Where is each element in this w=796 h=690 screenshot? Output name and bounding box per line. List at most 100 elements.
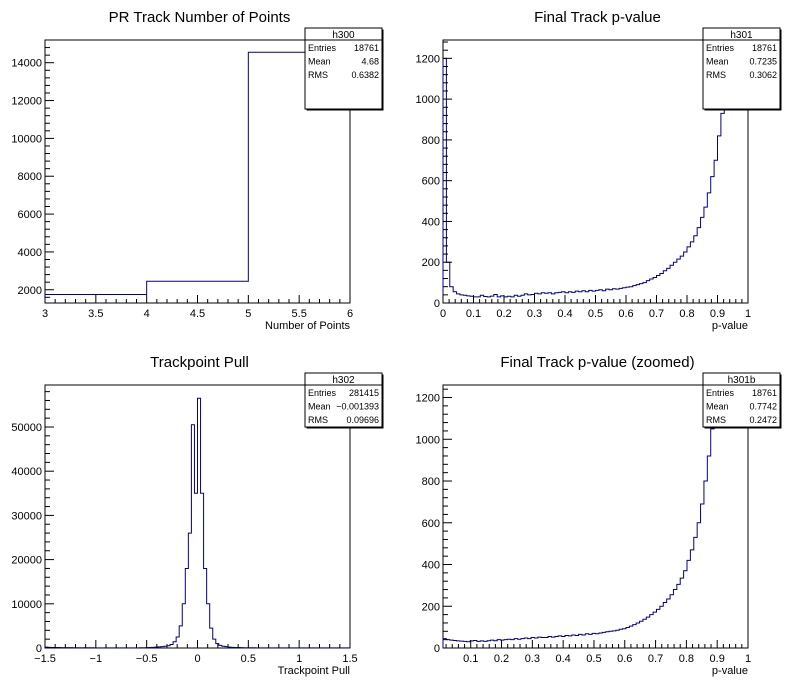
x-tick-label: 0.5: [588, 308, 603, 320]
y-tick-label: 1200: [416, 393, 440, 405]
y-tick-label: 50000: [11, 422, 42, 434]
x-tick-label: 0.4: [556, 653, 571, 665]
stats-row-label: Mean: [706, 402, 729, 412]
stats-row-label: Entries: [706, 388, 735, 398]
x-tick-label: 5: [245, 308, 251, 320]
plot-frame: [442, 39, 749, 304]
y-tick-label: 1000: [416, 94, 440, 106]
x-tick-label: −1: [90, 653, 103, 665]
y-tick-label: 8000: [18, 171, 42, 183]
x-tick-label: 6: [347, 308, 353, 320]
stats-row-label: Mean: [308, 402, 331, 412]
x-axis-label: Number of Points: [265, 320, 350, 332]
stats-row-value: 0.7235: [749, 57, 777, 67]
x-tick-label: 0: [440, 308, 446, 320]
x-axis-label: p-value: [712, 320, 748, 332]
stats-row-value: 18761: [752, 388, 777, 398]
y-tick-label: 10000: [11, 133, 42, 145]
y-tick-label: 200: [422, 257, 440, 269]
x-tick-label: 0.5: [241, 653, 256, 665]
stats-box-frame: [304, 27, 383, 110]
x-tick-label: 0.2: [494, 653, 509, 665]
x-tick-label: 0.1: [466, 308, 481, 320]
stats-row-label: RMS: [706, 70, 726, 80]
x-tick-label: 1: [296, 653, 302, 665]
y-tick-label: 0: [434, 643, 440, 655]
stats-box: h301 Entries 18761 Mean 0.7235 RMS 0.3062: [702, 27, 782, 111]
chart-title: Final Track p-value: [534, 9, 661, 26]
stats-row-value: 4.68: [361, 57, 379, 67]
histogram-line: [44, 397, 350, 649]
x-tick-label: 0.8: [679, 308, 694, 320]
stats-box-name: h302: [332, 375, 355, 386]
stats-row-value: 0.3062: [749, 70, 777, 80]
x-tick-label: 0.9: [710, 308, 725, 320]
x-tick-label: 1.5: [342, 653, 357, 665]
chart-title: Final Track p-value (zoomed): [500, 354, 694, 371]
y-tick-label: 0: [434, 298, 440, 310]
x-tick-label: 0.6: [617, 653, 632, 665]
panel-h302: Trackpoint Pull −1.5 −1 −0.5 0 0.5 1 1.5 0 10000 2…: [11, 354, 384, 677]
y-tick-label: 0: [36, 643, 42, 655]
histogram-line: [44, 51, 350, 303]
x-tick-label: 0.9: [710, 653, 725, 665]
stats-row-value: 0.2472: [749, 415, 777, 425]
stats-row-label: RMS: [706, 415, 726, 425]
y-tick-label: 10000: [11, 599, 42, 611]
y-tick-label: 200: [422, 601, 440, 613]
stats-box-name: h301: [730, 30, 753, 41]
x-tick-label: 0.4: [557, 308, 572, 320]
x-tick-label: −1.5: [34, 653, 56, 665]
y-tick-label: 14000: [11, 58, 42, 70]
stats-row-label: Entries: [308, 388, 337, 398]
y-tick-label: 800: [422, 476, 440, 488]
stats-box: h301b Entries 18761 Mean 0.7742 RMS 0.2472: [702, 372, 782, 429]
x-tick-label: 0.7: [649, 308, 664, 320]
x-tick-label: 0.3: [527, 308, 542, 320]
panel-h300: PR Track Number of Points 3 3.5 4 4.5 5 5.5 6 20…: [11, 9, 384, 332]
y-tick-label: 2000: [18, 285, 42, 297]
stats-row-value: 281415: [349, 388, 379, 398]
stats-box-frame: [702, 27, 781, 110]
stats-row-value: 0.6382: [351, 70, 379, 80]
panel-h301b: Final Track p-value (zoomed) 0.1 0.2 0.3 0.4…: [416, 354, 782, 677]
stats-row-value: 0.7742: [749, 402, 777, 412]
x-tick-label: 1: [745, 653, 751, 665]
chart-title: PR Track Number of Points: [109, 9, 291, 26]
x-tick-label: 3.5: [88, 308, 103, 320]
x-tick-label: 0.6: [618, 308, 633, 320]
plot-frame: [442, 384, 749, 649]
y-tick-label: 1000: [416, 434, 440, 446]
y-tick-label: 4000: [18, 247, 42, 259]
x-axis-label: p-value: [712, 665, 748, 677]
x-tick-label: 4: [144, 308, 150, 320]
y-tick-label: 12000: [11, 96, 42, 108]
chart-title: Trackpoint Pull: [150, 354, 249, 371]
stats-row-value: 18761: [354, 43, 379, 53]
x-tick-label: 0.1: [463, 653, 478, 665]
stats-box-name: h301b: [728, 375, 756, 386]
x-tick-label: −0.5: [136, 653, 158, 665]
y-tick-label: 400: [422, 560, 440, 572]
histogram-line: [442, 384, 748, 648]
y-tick-label: 40000: [11, 466, 42, 478]
x-tick-label: 5.5: [292, 308, 307, 320]
y-tick-label: 600: [422, 176, 440, 188]
plot-frame: [44, 39, 351, 304]
histogram-line: [442, 39, 748, 303]
stats-box-frame: [304, 372, 383, 428]
y-tick-label: 30000: [11, 510, 42, 522]
x-tick-label: 0.8: [679, 653, 694, 665]
x-tick-label: 1: [745, 308, 751, 320]
stats-row-label: Mean: [308, 57, 331, 67]
y-tick-label: 1200: [416, 53, 440, 65]
x-tick-label: 0.7: [648, 653, 663, 665]
stats-row-label: RMS: [308, 70, 328, 80]
panel-h301: Final Track p-value 0 0.1 0.2 0.3 0.4 0.5 0.6 0.…: [416, 9, 782, 332]
stats-box: h302 Entries 281415 Mean −0.001393 RMS 0.09696: [304, 372, 384, 429]
x-axis-label: Trackpoint Pull: [278, 665, 350, 677]
y-tick-label: 800: [422, 135, 440, 147]
stats-box-frame: [702, 372, 781, 428]
y-tick-label: 400: [422, 216, 440, 228]
